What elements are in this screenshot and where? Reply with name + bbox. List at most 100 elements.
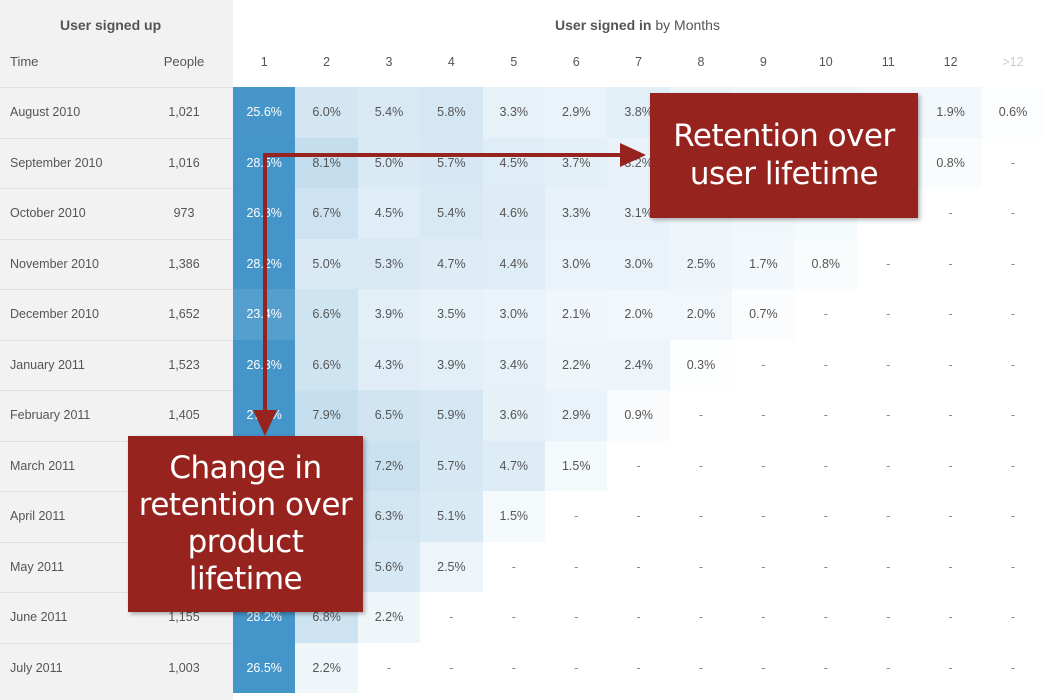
retention-cell: 7.2% bbox=[357, 440, 421, 491]
retention-cell: - bbox=[761, 660, 766, 675]
retention-cell: 3.0% bbox=[482, 289, 545, 340]
retention-cell: - bbox=[823, 408, 828, 423]
retention-cell: 6.6% bbox=[295, 289, 358, 340]
retention-cell: 4.6% bbox=[482, 188, 545, 239]
retention-cell: 2.4% bbox=[607, 339, 670, 390]
row-divider bbox=[0, 137, 233, 139]
row-time: July 2011 bbox=[10, 660, 63, 675]
row-people: 1,386 bbox=[168, 256, 200, 271]
retention-cell: 3.6% bbox=[482, 390, 545, 441]
time-header: Time bbox=[10, 54, 39, 69]
retention-cell: - bbox=[574, 610, 579, 625]
retention-cell: 2.0% bbox=[607, 289, 670, 340]
retention-cell: - bbox=[886, 256, 891, 271]
retention-cell: 4.3% bbox=[357, 339, 421, 390]
annotation-line: user lifetime bbox=[689, 155, 879, 192]
retention-cell: - bbox=[886, 509, 891, 524]
row-divider bbox=[0, 491, 233, 492]
retention-cell: 2.1% bbox=[545, 289, 608, 340]
retention-cell: - bbox=[823, 307, 828, 322]
retention-cell: - bbox=[1010, 559, 1016, 574]
retention-cell: - bbox=[511, 610, 516, 625]
retention-cell: 5.9% bbox=[420, 390, 483, 441]
retention-cell: 6.3% bbox=[357, 491, 421, 542]
signin-suffix: by Months bbox=[655, 17, 720, 33]
row-people: 1,016 bbox=[168, 155, 200, 170]
row-time: December 2010 bbox=[10, 307, 99, 322]
retention-cell: 5.7% bbox=[420, 440, 483, 491]
retention-cell: - bbox=[449, 660, 454, 675]
retention-cell: 5.1% bbox=[420, 491, 483, 542]
retention-cell: 5.7% bbox=[420, 137, 483, 188]
retention-cell: 2.9% bbox=[545, 87, 608, 138]
row-divider bbox=[0, 592, 233, 593]
retention-cell: 3.0% bbox=[545, 238, 608, 289]
retention-cell: - bbox=[948, 660, 953, 675]
retention-cell: 25.6% bbox=[233, 87, 296, 138]
retention-cell: 3.9% bbox=[420, 339, 483, 390]
retention-cell: - bbox=[886, 357, 891, 372]
row-people: 1,523 bbox=[168, 357, 200, 372]
retention-cell: - bbox=[698, 660, 704, 675]
retention-cell: 5.8% bbox=[420, 87, 483, 138]
retention-cell: 4.7% bbox=[420, 238, 483, 289]
row-time: June 2011 bbox=[10, 610, 68, 625]
row-time: November 2010 bbox=[10, 256, 99, 271]
retention-cell: - bbox=[1010, 458, 1016, 473]
retention-cell: 5.4% bbox=[357, 87, 421, 138]
retention-cell: 0.9% bbox=[607, 390, 669, 441]
month-header: 9 bbox=[759, 55, 767, 69]
annotation-box: Retention over user lifetime bbox=[650, 93, 918, 218]
signin-title: User signed in bbox=[555, 17, 652, 33]
retention-cell: 6.6% bbox=[295, 339, 358, 390]
retention-cell: 3.9% bbox=[357, 289, 421, 340]
retention-cell: 6.5% bbox=[357, 390, 421, 441]
arrow-head bbox=[253, 410, 277, 436]
retention-cell: 2.2% bbox=[357, 592, 421, 643]
row-people: 1,021 bbox=[168, 105, 200, 120]
retention-cell: 5.0% bbox=[295, 238, 358, 289]
retention-cell: - bbox=[1010, 256, 1016, 271]
row-time: March 2011 bbox=[10, 458, 76, 473]
month-header: 6 bbox=[572, 55, 580, 69]
retention-cell: - bbox=[1010, 155, 1016, 170]
retention-cell: - bbox=[698, 610, 704, 625]
retention-cell: - bbox=[636, 660, 641, 675]
retention-cell: 0.3% bbox=[686, 357, 716, 372]
retention-cell: 1.7% bbox=[732, 238, 795, 289]
retention-cell: - bbox=[574, 509, 579, 524]
retention-cell: - bbox=[948, 458, 953, 473]
retention-cell: - bbox=[1010, 307, 1016, 322]
retention-cell: - bbox=[698, 408, 704, 423]
retention-cell: - bbox=[1010, 509, 1016, 524]
retention-cell: - bbox=[886, 408, 891, 423]
row-time: May 2011 bbox=[10, 559, 64, 574]
month-header: 4 bbox=[447, 55, 455, 69]
row-people: 1,652 bbox=[168, 307, 200, 322]
retention-cell: 4.5% bbox=[357, 188, 421, 239]
annotation-line: retention over bbox=[138, 486, 353, 523]
row-divider bbox=[0, 87, 233, 88]
retention-cell: 0.8% bbox=[795, 239, 857, 290]
row-people: 973 bbox=[173, 206, 195, 221]
retention-cell: - bbox=[449, 610, 454, 625]
retention-cell: - bbox=[823, 559, 828, 574]
retention-cell: 2.2% bbox=[545, 339, 608, 390]
row-divider bbox=[0, 289, 233, 290]
retention-cell: - bbox=[948, 509, 953, 524]
retention-cell: 2.2% bbox=[295, 642, 358, 693]
annotation-line: product lifetime bbox=[187, 524, 304, 598]
retention-cell: - bbox=[886, 559, 891, 574]
retention-cell: 3.5% bbox=[420, 289, 483, 340]
retention-cell: - bbox=[948, 559, 953, 574]
row-divider bbox=[0, 188, 233, 189]
row-divider bbox=[0, 440, 233, 442]
retention-cell: - bbox=[636, 559, 641, 574]
retention-cell: - bbox=[948, 610, 953, 625]
retention-cell: - bbox=[886, 660, 891, 675]
retention-cell: - bbox=[823, 458, 828, 473]
signup-title: User signed up bbox=[60, 17, 162, 33]
retention-cell: 1.5% bbox=[545, 440, 608, 491]
row-divider bbox=[0, 642, 233, 644]
